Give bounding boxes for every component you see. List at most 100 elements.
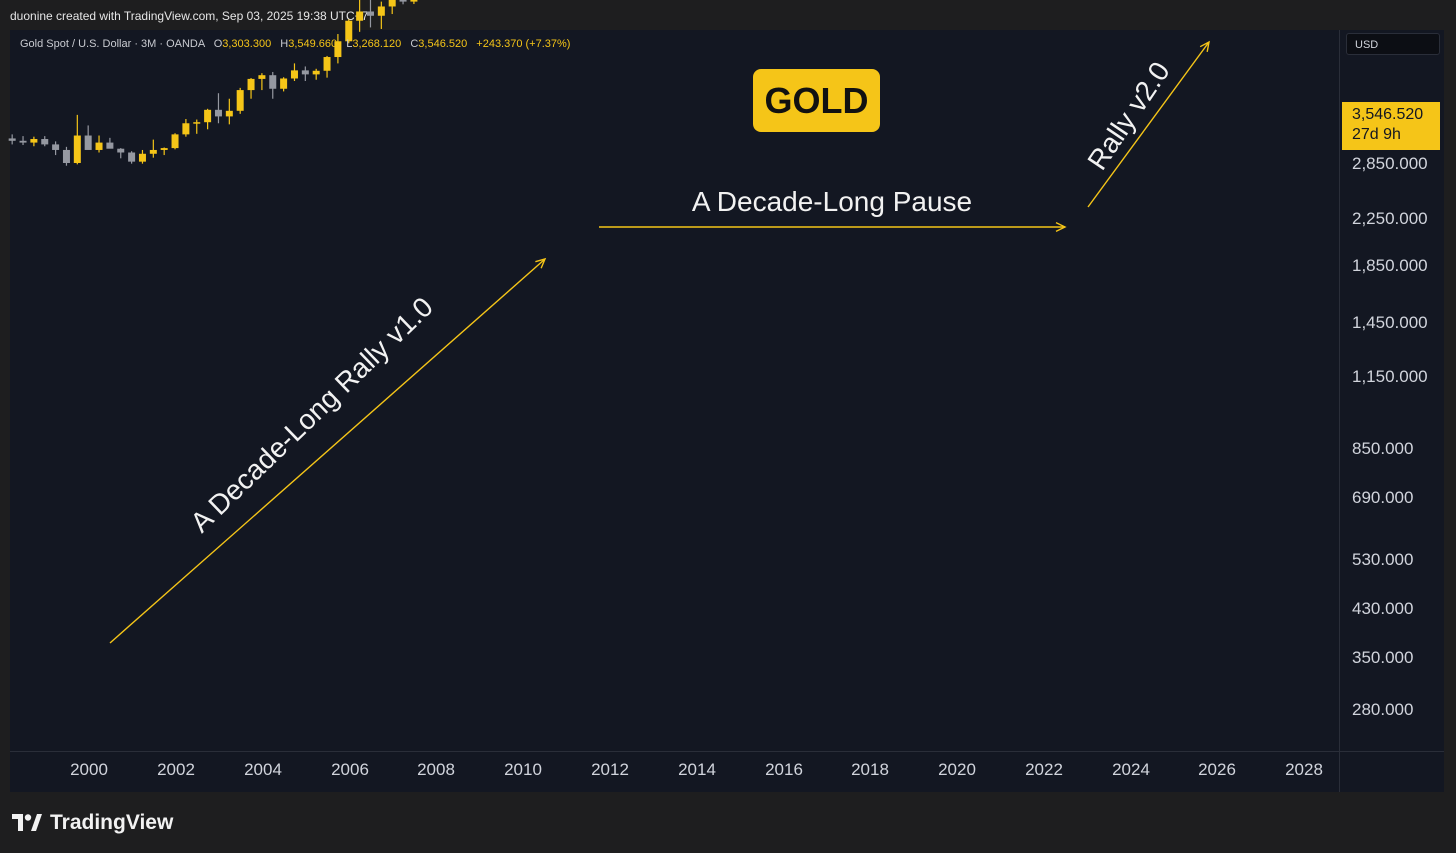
- candle[interactable]: [117, 148, 125, 159]
- y-tick-label: 850.000: [1352, 439, 1414, 458]
- candle[interactable]: [84, 125, 92, 150]
- candle[interactable]: [30, 136, 38, 147]
- x-tick-label: 2028: [1285, 760, 1323, 779]
- candle-body: [149, 149, 157, 154]
- candle[interactable]: [269, 71, 277, 99]
- candle[interactable]: [149, 139, 157, 158]
- y-tick-label: 2,250.000: [1352, 209, 1428, 228]
- candle[interactable]: [204, 108, 212, 130]
- candle-body: [128, 152, 136, 162]
- candle-body: [269, 75, 277, 89]
- change-value: +243.370 (+7.37%): [476, 38, 571, 50]
- chart-credit: duonine created with TradingView.com, Se…: [10, 9, 369, 23]
- candle[interactable]: [312, 68, 320, 80]
- candle[interactable]: [356, 0, 364, 32]
- candle[interactable]: [171, 133, 179, 150]
- candle[interactable]: [128, 151, 136, 164]
- candle[interactable]: [323, 55, 331, 78]
- y-tick-label: 280.000: [1352, 700, 1414, 719]
- x-tick-label: 2022: [1025, 760, 1063, 779]
- candle-body: [30, 139, 38, 143]
- candle-body: [312, 70, 320, 75]
- candle[interactable]: [366, 0, 374, 28]
- x-tick-label: 2010: [504, 760, 542, 779]
- y-tick-label: 430.000: [1352, 599, 1414, 618]
- candle-body: [193, 122, 201, 124]
- candle-body: [247, 78, 255, 91]
- candle[interactable]: [280, 77, 288, 92]
- candle-body: [334, 41, 342, 58]
- candle-body: [345, 20, 353, 42]
- x-tick-label: 2026: [1198, 760, 1236, 779]
- x-tick-label: 2012: [591, 760, 629, 779]
- candle[interactable]: [225, 98, 233, 125]
- candle[interactable]: [334, 34, 342, 64]
- candle-body: [258, 75, 266, 79]
- low-value: 3,268.120: [352, 38, 402, 50]
- candle[interactable]: [8, 134, 16, 145]
- candle[interactable]: [160, 147, 168, 156]
- candle[interactable]: [399, 0, 407, 5]
- candle-body: [280, 78, 288, 89]
- candle-body: [95, 142, 103, 150]
- tradingview-logo[interactable]: TradingView: [12, 808, 173, 838]
- candle-body: [62, 149, 70, 163]
- candle[interactable]: [236, 87, 244, 114]
- last-price-tag: 3,546.520 27d 9h: [1342, 102, 1440, 150]
- y-tick-label: 350.000: [1352, 648, 1414, 667]
- rally-v1-arrow: [109, 257, 547, 644]
- candle-body: [290, 70, 298, 79]
- candle[interactable]: [138, 149, 146, 164]
- candles: [8, 0, 418, 166]
- candle-body: [377, 6, 385, 16]
- candle[interactable]: [247, 78, 255, 99]
- candle[interactable]: [214, 93, 222, 124]
- candle[interactable]: [19, 136, 27, 146]
- candle[interactable]: [258, 73, 266, 91]
- open-value: 3,303.300: [222, 38, 272, 50]
- candle[interactable]: [106, 137, 114, 149]
- candle-body: [236, 90, 244, 111]
- candle-body: [106, 142, 114, 149]
- candle-body: [399, 0, 407, 2]
- x-tick-label: 2002: [157, 760, 195, 779]
- candle-body: [366, 11, 374, 16]
- chart-panel[interactable]: [10, 30, 1444, 792]
- x-tick-label: 2014: [678, 760, 716, 779]
- y-tick-label: 690.000: [1352, 488, 1414, 507]
- candle[interactable]: [73, 114, 81, 165]
- y-tick-label: 1,450.000: [1352, 313, 1428, 332]
- candle-body: [410, 0, 418, 2]
- price-axis-divider: [1339, 30, 1340, 792]
- candle[interactable]: [95, 135, 103, 153]
- tradingview-wordmark: TradingView: [50, 811, 174, 834]
- candle[interactable]: [345, 19, 353, 44]
- candle-body: [356, 11, 364, 21]
- currency-selector[interactable]: USD: [1346, 33, 1440, 55]
- candle-body: [388, 0, 396, 7]
- candle-body: [160, 148, 168, 150]
- candle[interactable]: [290, 63, 298, 81]
- candle-body: [41, 139, 49, 145]
- low-label: L: [346, 38, 353, 50]
- y-tick-label: 530.000: [1352, 550, 1414, 569]
- bar-countdown: 27d 9h: [1352, 126, 1401, 143]
- x-tick-label: 2004: [244, 760, 282, 779]
- candle[interactable]: [182, 119, 190, 137]
- candle-body: [19, 140, 27, 143]
- candle-body: [117, 148, 125, 153]
- candle-body: [225, 110, 233, 117]
- candle[interactable]: [377, 1, 385, 29]
- candle[interactable]: [41, 136, 49, 147]
- candle[interactable]: [62, 146, 70, 166]
- y-tick-label: 1,850.000: [1352, 256, 1428, 275]
- candle[interactable]: [410, 0, 418, 5]
- candle-body: [171, 134, 179, 149]
- rally-v2-arrow: [1087, 40, 1210, 208]
- candle[interactable]: [193, 119, 201, 134]
- tradingview-logo-icon: [12, 814, 42, 831]
- candle[interactable]: [388, 0, 396, 15]
- candle[interactable]: [301, 66, 309, 81]
- candle[interactable]: [52, 141, 60, 156]
